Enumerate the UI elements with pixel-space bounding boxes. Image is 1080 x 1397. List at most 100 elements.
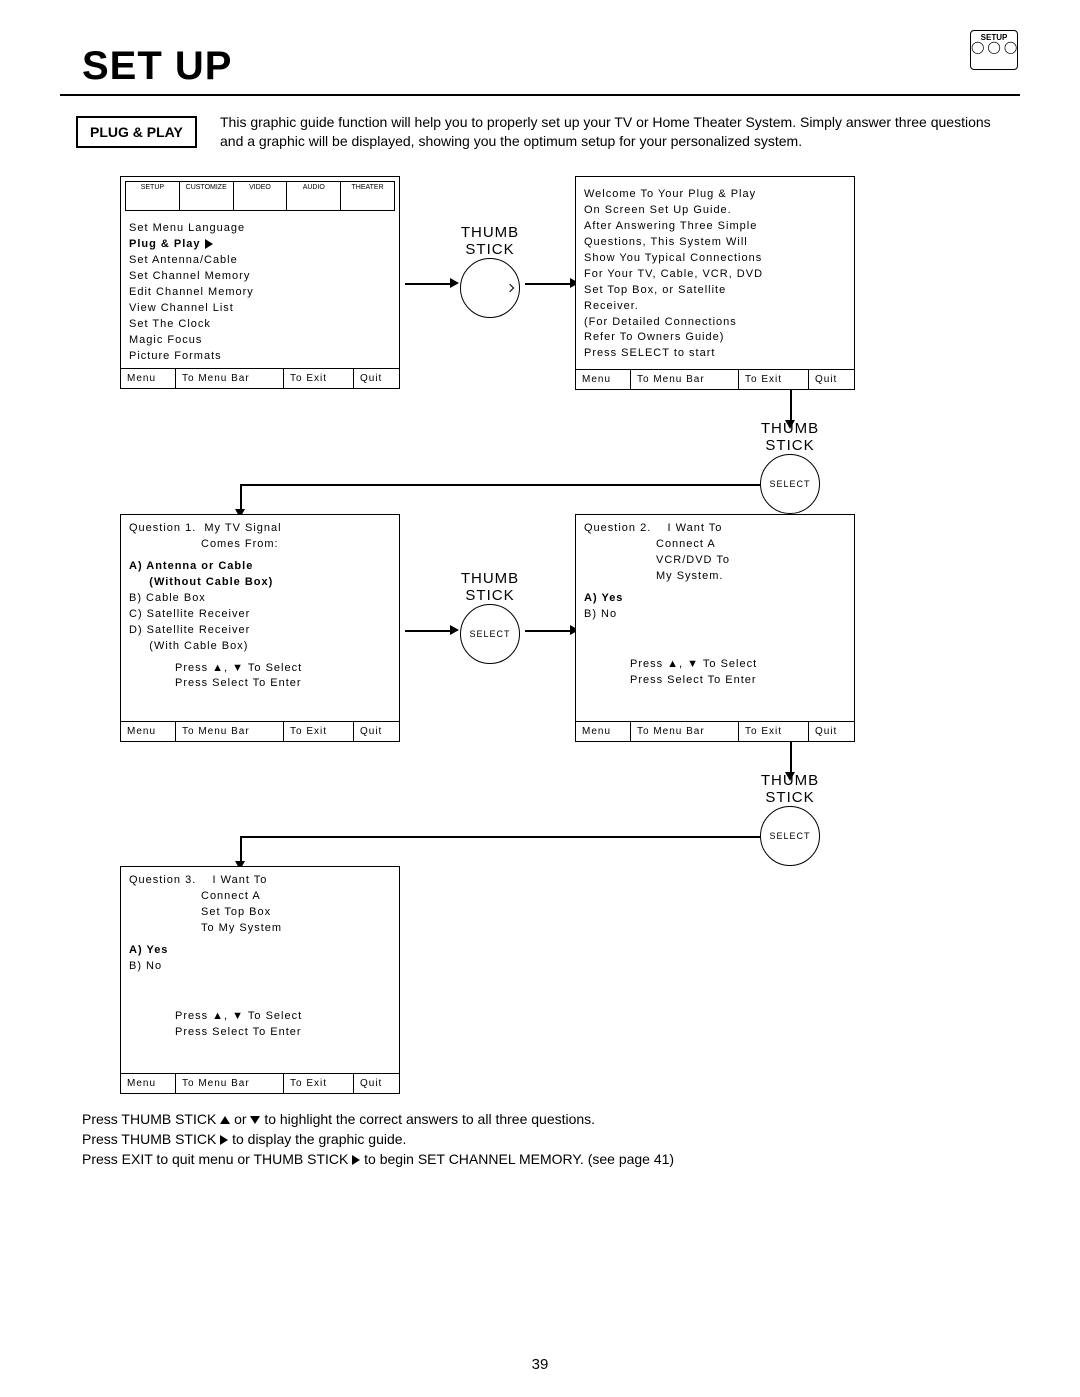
screen-question-3: Question 3. I Want To Connect A Set Top … (120, 866, 400, 1094)
txt: My TV Signal (204, 522, 281, 534)
line: Refer To Owners Guide) (584, 330, 846, 346)
line: To My System (129, 921, 391, 937)
line: Set Top Box, or Satellite (584, 283, 846, 299)
txt: STICK (765, 437, 814, 454)
thumb-label: THUMBSTICK (445, 570, 535, 604)
menubar: SETUP CUSTOMIZE VIDEO AUDIO THEATER (125, 181, 395, 211)
hint: Press Select To Enter (584, 673, 846, 689)
screen-question-2: Question 2. I Want To Connect A VCR/DVD … (575, 514, 855, 742)
thumbstick-select-icon: SELECT (460, 604, 520, 664)
txt: to display the graphic guide. (228, 1131, 406, 1147)
line: Comes From: (129, 537, 391, 553)
screen-footer: Menu To Menu Bar To Exit Quit (576, 721, 854, 741)
txt: THUMB (461, 224, 519, 241)
menu-item: Set The Clock (129, 317, 391, 333)
line: After Answering Three Simple (584, 219, 846, 235)
footer-quit: Quit (809, 370, 854, 389)
opt: B) No (129, 959, 391, 975)
pointer-icon (205, 239, 213, 249)
footer-menu: Menu (121, 369, 176, 388)
thumb-label: THUMBSTICK (745, 772, 835, 806)
line: Questions, This System Will (584, 235, 846, 251)
footer-tobar: To Menu Bar (176, 369, 284, 388)
screen-footer: Menu To Menu Bar To Exit Quit (121, 368, 399, 388)
line: On Screen Set Up Guide. (584, 203, 846, 219)
footer-menu: Menu (576, 722, 631, 741)
footer-quit: Quit (354, 1074, 399, 1093)
menu-item: Magic Focus (129, 333, 391, 349)
menu-body: Set Menu Language Plug & Play Set Antenn… (121, 215, 399, 368)
txt: STICK (465, 587, 514, 604)
txt: THUMB (761, 772, 819, 789)
footer-toexit: To Exit (739, 370, 809, 389)
menu-item: View Channel List (129, 301, 391, 317)
menu-item: Set Channel Memory (129, 269, 391, 285)
select-label: SELECT (761, 479, 819, 489)
instruction-line-3: Press EXIT to quit menu or THUMB STICK t… (82, 1150, 1010, 1170)
thumb-label: THUMBSTICK (745, 420, 835, 454)
footer-quit: Quit (809, 722, 854, 741)
opt: C) Satellite Receiver (129, 607, 391, 623)
footer-menu: Menu (576, 370, 631, 389)
footer-quit: Quit (354, 369, 399, 388)
menu-item: Edit Channel Memory (129, 285, 391, 301)
q2-body: Question 2. I Want To Connect A VCR/DVD … (576, 515, 854, 693)
section-badge: PLUG & PLAY (76, 116, 197, 148)
thumbstick-select-icon: SELECT (760, 806, 820, 866)
opt-selected: A) Yes (584, 591, 846, 607)
footer-toexit: To Exit (739, 722, 809, 741)
welcome-body: Welcome To Your Plug & Play On Screen Se… (576, 177, 854, 366)
line: Show You Typical Connections (584, 251, 846, 267)
hint: Press Select To Enter (129, 1025, 391, 1041)
footer-quit: Quit (354, 722, 399, 741)
menubar-tab: SETUP (126, 182, 180, 210)
screen-welcome: Welcome To Your Plug & Play On Screen Se… (575, 176, 855, 390)
instruction-line-2: Press THUMB STICK to display the graphic… (82, 1130, 1010, 1150)
thumbstick-icon (460, 258, 520, 318)
menu-item-selected: Plug & Play (129, 237, 391, 253)
footer-tobar: To Menu Bar (631, 722, 739, 741)
opt: B) Cable Box (129, 591, 391, 607)
q1-body: Question 1. My TV Signal Comes From: A) … (121, 515, 399, 696)
instruction-line-1: Press THUMB STICK or to highlight the co… (82, 1110, 1010, 1130)
right-triangle-icon (220, 1135, 228, 1145)
txt: Question 3. (129, 874, 196, 886)
line: (For Detailed Connections (584, 315, 846, 331)
footer-tobar: To Menu Bar (631, 370, 739, 389)
line: Press SELECT to start (584, 346, 846, 362)
thumbstick-select-icon: SELECT (760, 454, 820, 514)
opt-selected: (Without Cable Box) (129, 575, 391, 591)
down-triangle-icon (250, 1116, 260, 1124)
select-label: SELECT (461, 629, 519, 639)
txt: Question 2. (584, 522, 651, 534)
menubar-tab: VIDEO (234, 182, 288, 210)
menubar-tab: CUSTOMIZE (180, 182, 234, 210)
line: Connect A (129, 889, 391, 905)
menu-item: Picture Formats (129, 349, 391, 365)
txt: STICK (765, 789, 814, 806)
txt: STICK (465, 241, 514, 258)
line: My System. (584, 569, 846, 585)
opt: D) Satellite Receiver (129, 623, 391, 639)
footer-toexit: To Exit (284, 1074, 354, 1093)
connector (240, 836, 760, 838)
txt: Press EXIT to quit menu or THUMB STICK (82, 1151, 352, 1167)
menubar-tab: AUDIO (287, 182, 341, 210)
setup-icon-dots: ◯◯◯ (971, 42, 1017, 52)
hint: Press ▲, ▼ To Select (584, 657, 846, 673)
screen-footer: Menu To Menu Bar To Exit Quit (576, 369, 854, 389)
q-label: Question 3. I Want To (129, 873, 391, 889)
q3-body: Question 3. I Want To Connect A Set Top … (121, 867, 399, 1045)
hint: Press Select To Enter (129, 676, 391, 692)
line: Connect A (584, 537, 846, 553)
page: SET UP SETUP ◯◯◯ PLUG & PLAY This graphi… (0, 0, 1080, 1397)
intro-text: This graphic guide function will help yo… (220, 113, 1010, 151)
line: Set Top Box (129, 905, 391, 921)
setup-icon: SETUP ◯◯◯ (970, 30, 1018, 70)
txt: or (230, 1111, 250, 1127)
select-label: SELECT (761, 831, 819, 841)
txt: THUMB (461, 570, 519, 587)
hint: Press ▲, ▼ To Select (129, 1009, 391, 1025)
txt: THUMB (761, 420, 819, 437)
hint: Press ▲, ▼ To Select (129, 661, 391, 677)
